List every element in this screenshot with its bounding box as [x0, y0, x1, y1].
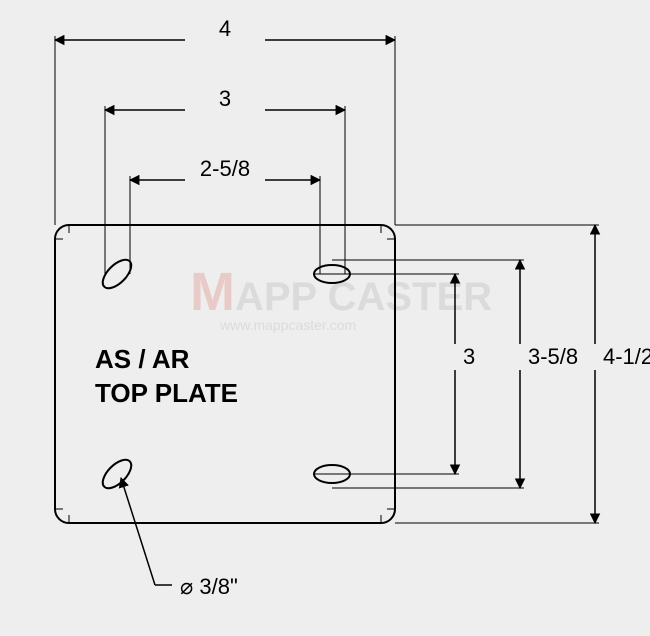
- dim-diameter: ⌀ 3/8": [180, 574, 238, 599]
- mounting-slot: [98, 455, 136, 493]
- svg-text:www.mappcaster.com: www.mappcaster.com: [219, 317, 356, 333]
- dim-value: 3: [219, 86, 231, 111]
- plate-label-1: AS / AR: [95, 344, 190, 374]
- dim-value: 2-5/8: [200, 156, 250, 181]
- svg-text:MAPP CASTER: MAPP CASTER: [190, 262, 492, 322]
- dim-value: 4: [219, 16, 231, 41]
- plate-label-2: TOP PLATE: [95, 378, 238, 408]
- dim-value: 3-5/8: [528, 344, 578, 369]
- dim-value: 3: [463, 344, 475, 369]
- dim-value: 4-1/2: [603, 344, 650, 369]
